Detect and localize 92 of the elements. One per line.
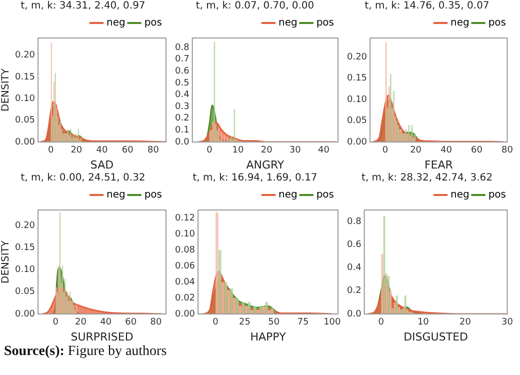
x-tick-label: 10	[232, 146, 244, 156]
y-tick-label: 0.05	[14, 287, 36, 298]
y-tick-label: 0.02	[174, 293, 196, 304]
x-tick-label: 80	[147, 146, 160, 156]
x-tick-label: 50	[268, 318, 280, 328]
y-tick-label: 0.05	[14, 116, 36, 126]
x-axis-title: DISGUSTED	[404, 330, 468, 344]
x-tick-label: 0	[382, 146, 388, 156]
legend-label: neg	[278, 190, 298, 201]
x-tick-label: 30	[502, 318, 514, 328]
y-tick-label: 0.08	[174, 245, 196, 256]
y-tick-label: 0.05	[346, 116, 368, 126]
y-tick-label: 0.10	[174, 229, 196, 240]
y-tick-label: 0.6	[346, 240, 362, 250]
y-tick-label: 0.00	[14, 309, 36, 320]
y-axis-title: DENSITY	[0, 240, 12, 284]
y-tick-label: 0.10	[14, 265, 36, 276]
x-axis-title: HAPPY	[250, 330, 286, 344]
x-axis-title: ANGRY	[246, 158, 284, 172]
x-tick-label: 20	[74, 318, 87, 328]
x-tick-label: 100	[324, 318, 342, 328]
x-tick-label: 20	[70, 146, 82, 156]
x-tick-label: 0	[48, 146, 54, 156]
chart-title: t, m, k: 16.94, 1.69, 0.17	[192, 172, 318, 184]
chart-title: t, m, k: 28.32, 42.74, 3.62	[362, 172, 492, 184]
x-tick-label: 40	[96, 146, 108, 156]
y-tick-label: 0.00	[14, 137, 36, 148]
x-tick-label: 10	[417, 318, 430, 328]
x-tick-label: 60	[122, 146, 134, 156]
y-tick-label: 0.6	[174, 66, 190, 76]
legend-label: neg	[450, 190, 470, 201]
y-tick-label: 0.10	[14, 94, 36, 104]
y-tick-label: 0.06	[174, 261, 196, 272]
y-tick-label: 0.2	[174, 114, 190, 124]
y-tick-label: 0.10	[346, 94, 368, 105]
x-tick-label: 60	[471, 146, 483, 156]
y-tick-label: 0.20	[14, 50, 36, 61]
y-tick-label: 0.20	[346, 52, 368, 62]
chart-title: t, m, k: 34.31, 2.40, 0.97	[20, 0, 146, 12]
chart-title: t, m, k: 14.76, 0.35, 0.07	[364, 0, 490, 12]
legend-label: neg	[106, 190, 126, 201]
x-tick-label: 0	[378, 318, 384, 328]
y-tick-label: 0.1	[174, 126, 190, 136]
x-tick-label: 80	[502, 146, 514, 156]
x-tick-label: 20	[260, 146, 273, 156]
x-tick-label: 30	[289, 146, 302, 156]
y-tick-label: 0.15	[14, 242, 36, 253]
y-tick-label: 0.8	[174, 42, 190, 53]
y-axis-title: DENSITY	[0, 68, 12, 112]
legend-label: neg	[278, 18, 298, 29]
legend-label: pos	[488, 18, 506, 29]
x-tick-label: 40	[100, 318, 112, 328]
legend-label: neg	[106, 18, 126, 29]
chart-title: t, m, k: 0.07, 0.70, 0.00	[196, 0, 314, 12]
x-tick-label: 25	[238, 318, 250, 328]
x-tick-label: 0	[52, 318, 59, 328]
y-tick-label: 0.7	[174, 54, 190, 65]
x-axis-title: SURPRISED	[70, 330, 134, 344]
x-tick-label: 60	[125, 318, 137, 328]
y-tick-label: 0.15	[14, 72, 36, 82]
legend-label: pos	[316, 18, 334, 29]
x-axis-title: FEAR	[424, 158, 454, 172]
x-tick-label: 20	[410, 146, 422, 156]
chart-title: t, m, k: 0.00, 24.51, 0.32	[20, 172, 146, 184]
x-tick-label: 0	[212, 318, 219, 328]
y-tick-label: 0.12	[174, 213, 196, 224]
legend-label: pos	[488, 190, 506, 201]
y-tick-label: 0.2	[346, 286, 362, 296]
x-tick-label: 0	[206, 146, 213, 156]
y-tick-label: 0.00	[346, 137, 368, 148]
y-tick-label: 0.15	[346, 74, 368, 84]
x-tick-label: 20	[460, 318, 472, 328]
y-tick-label: 0.4	[346, 263, 362, 274]
y-tick-label: 0.3	[174, 102, 190, 112]
legend-label: pos	[144, 190, 162, 201]
y-tick-label: 0.20	[14, 220, 36, 231]
x-tick-label: 40	[440, 146, 452, 156]
x-tick-label: 75	[297, 318, 309, 328]
legend-label: neg	[450, 18, 470, 29]
legend-label: pos	[316, 190, 334, 201]
y-tick-label: 0.0	[346, 309, 362, 320]
legend-label: pos	[144, 18, 162, 29]
source-note: Source(s): Figure by authors	[4, 344, 167, 359]
y-tick-label: 0.5	[174, 78, 190, 88]
y-tick-label: 0.0	[174, 137, 190, 148]
x-tick-label: 80	[150, 318, 162, 328]
y-tick-label: 0.8	[346, 216, 362, 227]
x-axis-title: SAD	[90, 158, 114, 172]
x-tick-label: 40	[318, 146, 330, 156]
y-tick-label: 0.04	[174, 277, 196, 288]
y-tick-label: 0.4	[174, 90, 190, 100]
y-tick-label: 0.00	[174, 309, 196, 320]
